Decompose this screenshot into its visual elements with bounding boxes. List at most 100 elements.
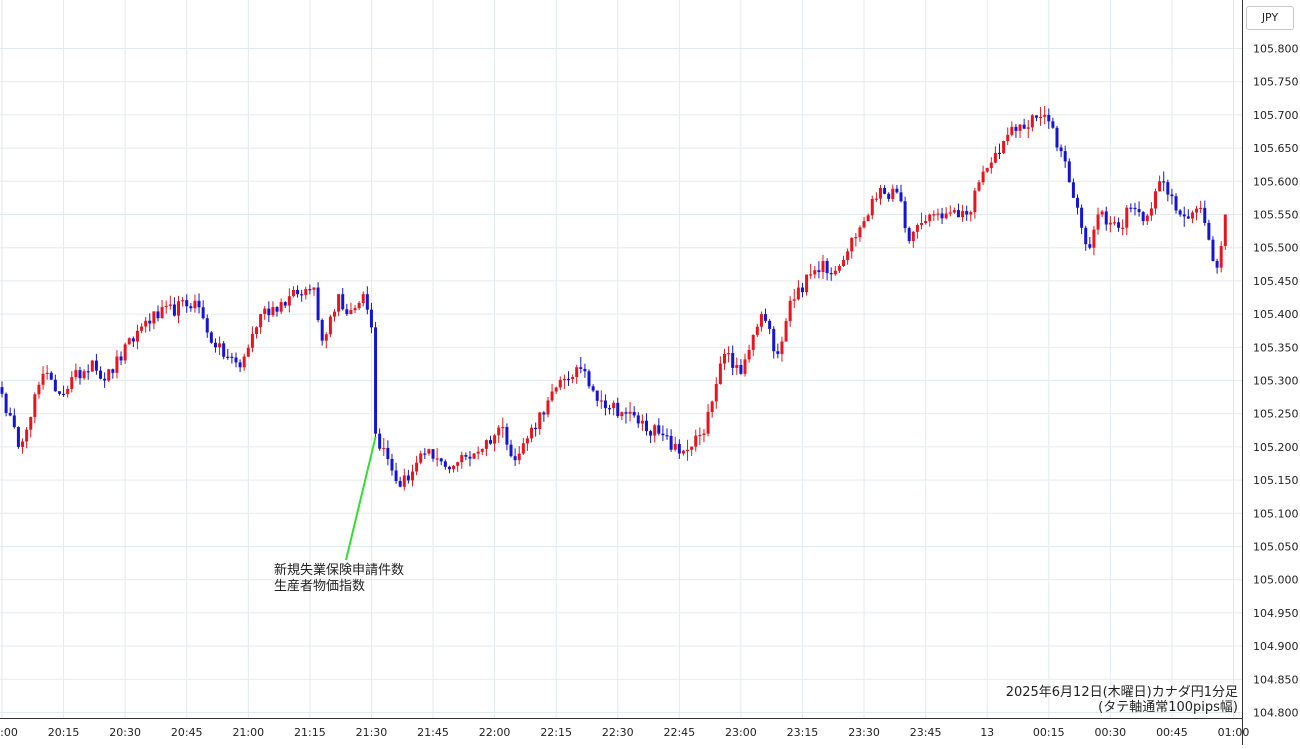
candle-body: [328, 316, 332, 335]
candle-body: [1215, 260, 1219, 268]
candle-body: [82, 371, 86, 379]
candle-body: [710, 401, 714, 412]
candle-body: [681, 450, 685, 454]
candle-body: [452, 465, 456, 470]
candle-body: [12, 415, 16, 428]
x-tick-label: 23:45: [910, 726, 942, 739]
candle-body: [636, 415, 640, 424]
x-tick-label: 00:15: [1033, 726, 1065, 739]
candle-body: [509, 444, 513, 457]
candle-body: [649, 431, 653, 436]
candle-body: [842, 260, 846, 266]
candle-body: [365, 294, 369, 310]
candle-body: [140, 326, 144, 331]
candle-body: [546, 400, 550, 415]
candle-body: [259, 314, 263, 328]
candle-body: [369, 309, 373, 328]
event-annotation-line-1: 新規失業保険申請件数: [274, 563, 405, 578]
candle-body: [616, 402, 620, 417]
candle-body: [8, 412, 12, 416]
candle-body: [599, 400, 603, 402]
candle-body: [932, 214, 936, 216]
candle-body: [345, 309, 349, 315]
candle-body: [464, 454, 468, 457]
candle-body: [973, 190, 977, 213]
candle-body: [530, 427, 534, 439]
candle-body: [796, 287, 800, 300]
candle-body: [476, 451, 480, 454]
y-tick-label: 105.000: [1253, 574, 1299, 587]
candle-body: [185, 300, 189, 307]
candle-body: [759, 314, 763, 327]
candle-body: [1071, 182, 1075, 198]
candle-body: [1059, 147, 1063, 152]
candle-body: [850, 237, 854, 252]
candle-body: [944, 213, 948, 219]
x-tick-label: 13: [980, 726, 994, 739]
candle-body: [690, 446, 694, 450]
x-tick-label: 20:00: [0, 726, 18, 739]
candle-body: [858, 227, 862, 238]
candle-body: [209, 332, 213, 343]
candle-body: [1117, 222, 1121, 228]
candle-body: [472, 453, 476, 459]
candle-body: [16, 427, 20, 447]
candle-body: [1108, 222, 1112, 225]
candle-body: [1186, 216, 1190, 219]
event-annotation-line-2: 生産者物価指数: [274, 579, 366, 594]
y-tick-label: 104.850: [1253, 673, 1299, 686]
candle-body: [361, 294, 365, 304]
candle-body: [468, 456, 472, 459]
candle-body: [1092, 229, 1096, 248]
candle-body: [435, 458, 439, 460]
candle-body: [33, 394, 37, 417]
candle-body: [776, 351, 780, 354]
candle-body: [985, 168, 989, 172]
candle-body: [275, 307, 279, 312]
candle-body: [1129, 207, 1133, 209]
candle-body: [279, 302, 283, 312]
candle-body: [439, 458, 443, 462]
candle-body: [62, 393, 66, 395]
event-annotation: 新規失業保険申請件数 生産者物価指数: [274, 563, 404, 595]
x-tick-label: 00:30: [1094, 726, 1126, 739]
candle-body: [989, 162, 993, 169]
candle-body: [661, 433, 665, 436]
currency-label[interactable]: JPY: [1246, 6, 1294, 30]
x-tick-label: 22:15: [540, 726, 572, 739]
event-pointer-line: [345, 436, 377, 561]
candle-body: [484, 440, 488, 449]
candle-body: [632, 411, 636, 416]
candle-body: [1067, 161, 1071, 183]
candle-body: [21, 441, 25, 447]
candle-body: [722, 353, 726, 364]
candle-body: [706, 411, 710, 434]
candle-body: [1076, 197, 1080, 208]
candle-body: [895, 188, 899, 193]
candle-body: [1154, 191, 1158, 209]
candle-body: [443, 461, 447, 467]
candle-body: [53, 379, 57, 392]
candle-body: [665, 435, 669, 437]
candle-body: [751, 334, 755, 350]
candle-body: [99, 370, 103, 379]
candle-body: [1055, 127, 1059, 148]
candle-body: [353, 308, 357, 311]
candle-body: [731, 353, 735, 368]
candle-body: [1006, 134, 1010, 141]
candle-body: [1182, 214, 1186, 217]
candle-body: [924, 220, 928, 223]
candle-body: [41, 373, 45, 385]
candle-body: [205, 318, 209, 333]
candle-body: [460, 454, 464, 463]
y-tick-label: 105.400: [1253, 308, 1299, 321]
candle-body: [115, 356, 119, 373]
candle-body: [686, 449, 690, 451]
y-tick-label: 105.100: [1253, 507, 1299, 520]
candle-body: [1174, 196, 1178, 211]
candle-body: [755, 326, 759, 335]
candle-body: [969, 212, 973, 215]
x-tick-label: 23:00: [725, 726, 757, 739]
candle-body: [213, 342, 217, 348]
candle-body: [628, 411, 632, 414]
